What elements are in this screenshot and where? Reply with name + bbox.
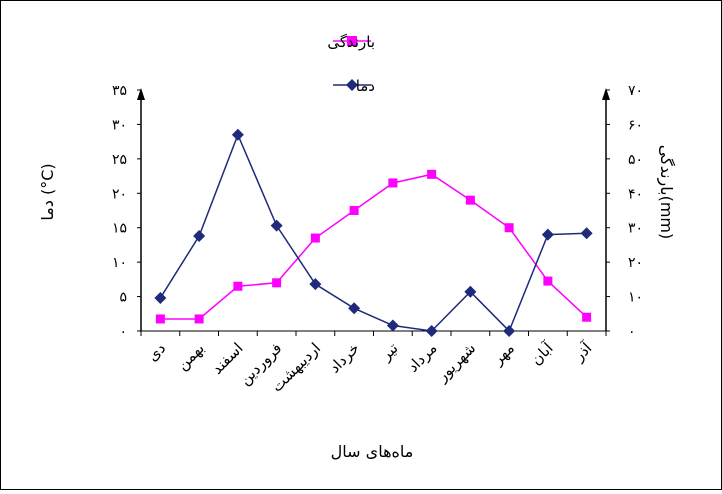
right-tick-label: ۶۰ <box>628 117 643 133</box>
legend-entry-temp: دما <box>333 77 375 95</box>
left-axis-title: دما (°C) <box>38 163 57 220</box>
data-point-rain <box>427 169 437 179</box>
data-point-temp <box>425 325 438 337</box>
data-point-rain <box>504 223 514 233</box>
series-line-1 <box>159 132 587 333</box>
left-tick-label: ۲۰ <box>112 186 127 202</box>
legend-marker-temp <box>346 79 358 91</box>
right-tick-label: ۰ <box>628 324 636 340</box>
left-tick-label: ۰ <box>119 324 127 340</box>
data-point-rain <box>272 278 282 288</box>
data-point-temp <box>464 285 477 298</box>
data-point-temp <box>503 325 516 337</box>
data-point-temp <box>386 319 399 332</box>
data-point-rain <box>465 195 475 205</box>
left-tick-label: ۲۵ <box>112 152 127 168</box>
right-tick-label: ۲۰ <box>628 255 643 271</box>
legend-label-rain: بارندگی <box>327 33 375 51</box>
series-lines <box>159 132 588 333</box>
right-tick-label: ۱۰ <box>628 290 643 306</box>
right-axis-ticks: ۰ ۱۰ ۲۰ ۳۰ ۴۰ ۵۰ ۶۰ ۷۰ <box>606 83 643 340</box>
data-point-rain <box>155 314 165 324</box>
right-axis-arrow <box>602 88 610 100</box>
data-point-temp <box>270 219 283 232</box>
data-point-temp <box>193 229 206 242</box>
data-point-rain <box>388 178 398 188</box>
right-tick-label: ۷۰ <box>628 83 643 99</box>
right-tick-label: ۴۰ <box>628 186 643 202</box>
left-axis-ticks: ۰ ۵ ۱۰ ۱۵ ۲۰ ۲۵ ۳۰ ۳۵ <box>112 83 141 340</box>
x-axis-title: ماه‌های سال <box>331 442 414 461</box>
series-line-0 <box>160 173 588 320</box>
data-point-temp <box>231 128 244 141</box>
right-tick-label: ۳۰ <box>628 221 643 237</box>
right-tick-label: ۵۰ <box>628 152 643 168</box>
right-axis-title: بارندگی(mm) <box>656 145 676 240</box>
left-axis-arrow <box>137 88 145 100</box>
data-point-temp <box>348 302 361 315</box>
legend: بارندگی دما <box>327 33 375 95</box>
left-tick-label: ۳۰ <box>112 117 127 133</box>
data-point-rain <box>582 312 592 322</box>
data-point-temp <box>580 227 593 240</box>
data-point-temp <box>541 228 554 241</box>
left-tick-label: ۱۵ <box>112 221 127 237</box>
left-tick-label: ۳۵ <box>112 83 127 99</box>
data-point-rain <box>233 281 243 291</box>
data-point-rain <box>310 233 320 243</box>
legend-entry-rain: بارندگی <box>327 33 375 51</box>
data-point-rain <box>349 206 359 215</box>
series-markers <box>154 128 593 337</box>
data-point-rain <box>194 314 204 324</box>
data-point-temp <box>154 291 167 304</box>
data-point-temp <box>309 278 322 291</box>
legend-label-temp: دما <box>356 77 375 95</box>
left-tick-label: ۵ <box>119 290 127 306</box>
left-tick-label: ۱۰ <box>112 255 127 271</box>
legend-marker-rain <box>347 36 357 46</box>
data-point-rain <box>543 276 553 286</box>
